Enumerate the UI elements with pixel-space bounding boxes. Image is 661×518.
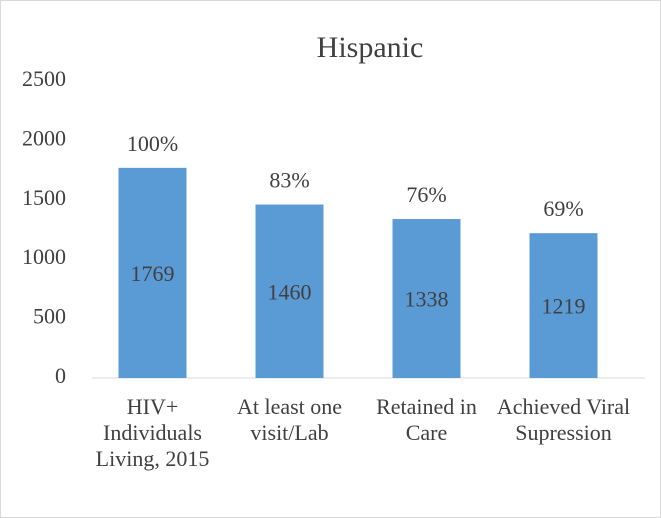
value-label: 1338 [405,287,449,312]
percent-label: 100% [127,131,178,156]
x-tick-label: HIV+ Individuals Living, 2015 [95,394,210,471]
y-tick-label: 1000 [22,244,66,269]
y-tick-label: 2500 [22,66,66,91]
bar [118,167,187,378]
bar [529,233,598,378]
y-tick-label: 0 [55,363,66,388]
x-tick-label: At least one visit/Lab [236,394,343,445]
bar [392,219,461,378]
value-label: 1460 [268,279,312,304]
bar [255,204,324,378]
value-label: 1219 [542,294,586,319]
x-tick-label: Retained in Care [376,394,477,445]
x-tick-label: Achieved Viral Supression [496,394,631,445]
y-tick-label: 1500 [22,185,66,210]
y-tick-label: 2000 [22,125,66,150]
chart-title: Hispanic [317,31,424,64]
percent-label: 83% [269,168,309,193]
value-label: 1769 [131,261,175,286]
percent-label: 69% [543,196,583,221]
percent-label: 76% [406,182,446,207]
y-tick-label: 500 [33,304,66,329]
